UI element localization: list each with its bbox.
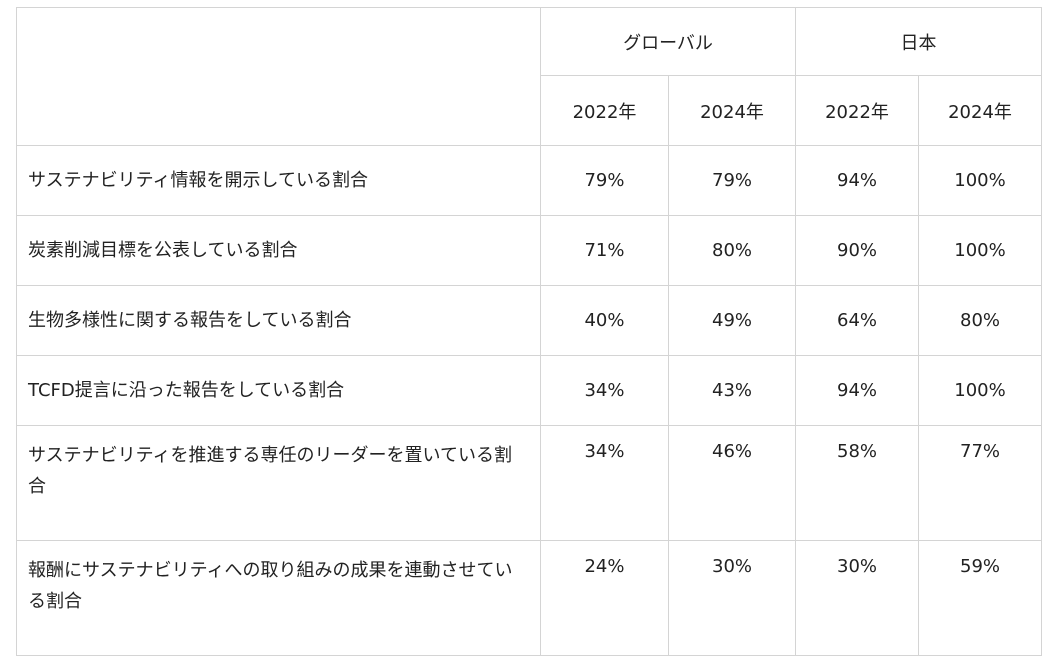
cell-value: 49% <box>667 285 797 356</box>
header-japan: 日本 <box>795 7 1043 76</box>
table-row: 報酬にサステナビリティへの取り組みの成果を連動させている割合 24% 30% 3… <box>16 540 1043 656</box>
cell-value: 34% <box>540 425 669 541</box>
row-label: TCFD提言に沿った報告をしている割合 <box>16 355 541 426</box>
row-label: 生物多様性に関する報告をしている割合 <box>16 285 541 356</box>
row-label: サステナビリティ情報を開示している割合 <box>16 145 541 216</box>
cell-value: 79% <box>667 145 797 216</box>
table-row: 炭素削減目標を公表している割合 71% 80% 90% 100% <box>16 215 1043 286</box>
cell-value: 34% <box>540 355 669 426</box>
cell-value: 80% <box>918 285 1043 356</box>
table-row: サステナビリティを推進する専任のリーダーを置いている割合 34% 46% 58%… <box>16 425 1043 541</box>
header-year-japan-2022: 2022年 <box>795 75 920 146</box>
cell-value: 94% <box>795 145 920 216</box>
table-row: TCFD提言に沿った報告をしている割合 34% 43% 94% 100% <box>16 355 1043 426</box>
row-label: サステナビリティを推進する専任のリーダーを置いている割合 <box>16 425 541 541</box>
header-year-global-2022: 2022年 <box>540 75 669 146</box>
table-row: サステナビリティ情報を開示している割合 79% 79% 94% 100% <box>16 145 1043 216</box>
header-empty-cell <box>16 7 541 146</box>
cell-value: 59% <box>918 540 1043 656</box>
cell-value: 79% <box>540 145 669 216</box>
cell-value: 80% <box>667 215 797 286</box>
sustainability-comparison-table: グローバル 日本 2022年 2024年 2022年 2024年 サステナビリテ… <box>16 7 1043 656</box>
header-year-global-2024: 2024年 <box>667 75 797 146</box>
row-label: 報酬にサステナビリティへの取り組みの成果を連動させている割合 <box>16 540 541 656</box>
cell-value: 77% <box>918 425 1043 541</box>
cell-value: 30% <box>795 540 920 656</box>
cell-value: 90% <box>795 215 920 286</box>
cell-value: 58% <box>795 425 920 541</box>
cell-value: 71% <box>540 215 669 286</box>
cell-value: 40% <box>540 285 669 356</box>
header-year-japan-2024: 2024年 <box>918 75 1043 146</box>
cell-value: 100% <box>918 215 1043 286</box>
cell-value: 46% <box>667 425 797 541</box>
table-row: 生物多様性に関する報告をしている割合 40% 49% 64% 80% <box>16 285 1043 356</box>
cell-value: 100% <box>918 145 1043 216</box>
cell-value: 64% <box>795 285 920 356</box>
cell-value: 24% <box>540 540 669 656</box>
row-label: 炭素削減目標を公表している割合 <box>16 215 541 286</box>
cell-value: 94% <box>795 355 920 426</box>
cell-value: 43% <box>667 355 797 426</box>
header-global: グローバル <box>539 7 797 76</box>
header-row-years: 2022年 2024年 2022年 2024年 <box>17 75 1043 146</box>
cell-value: 100% <box>918 355 1043 426</box>
cell-value: 30% <box>667 540 797 656</box>
header-row-region: グローバル 日本 <box>16 7 1043 146</box>
